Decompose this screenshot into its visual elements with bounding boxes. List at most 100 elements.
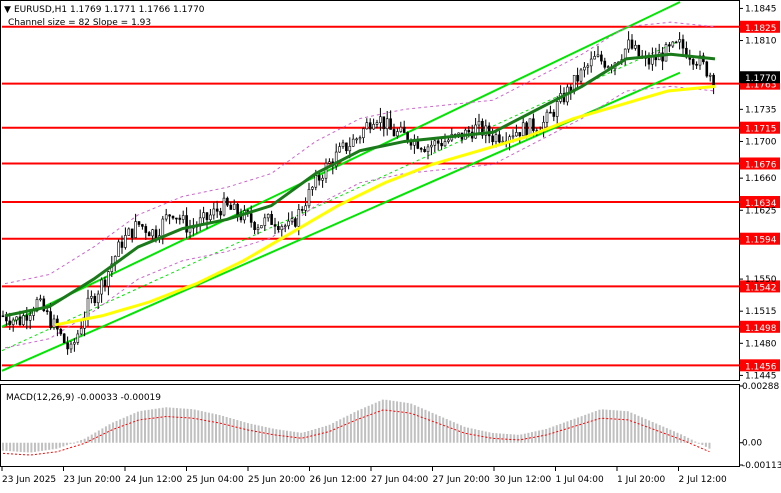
macd-bar (215, 414, 217, 443)
time-tick-label: 24 Jun 12:00 (125, 475, 182, 485)
macd-bar (80, 440, 83, 443)
macd-bar (658, 425, 661, 443)
macd-bar (26, 442, 29, 453)
bollinger-upper (4, 21, 716, 285)
candle-body (188, 227, 192, 233)
candle-body (637, 44, 641, 57)
macd-bar (94, 432, 97, 443)
candle-body (355, 138, 358, 141)
macd-bar (527, 432, 530, 443)
macd-bar (406, 402, 409, 443)
macd-bar (58, 442, 61, 448)
macd-bar (367, 405, 370, 443)
macd-bar (197, 410, 200, 443)
macd-bar (570, 420, 572, 443)
candle-body (86, 297, 90, 319)
level-label-bg (740, 157, 780, 170)
macd-bar (420, 408, 423, 443)
macd-bar (204, 411, 207, 443)
candle-body (11, 319, 15, 325)
candle-body (586, 65, 590, 68)
macd-bar (619, 410, 622, 443)
candle-body (175, 217, 178, 220)
candle-body (93, 296, 97, 304)
macd-bar (140, 410, 143, 443)
macd-bar (364, 407, 367, 443)
macd-bar (477, 429, 480, 443)
time-tick-label: 1 Jul 20:00 (617, 475, 666, 485)
macd-bar (30, 442, 33, 453)
macd-bar (530, 432, 533, 443)
candle-body (691, 59, 695, 65)
macd-bar (12, 442, 15, 452)
macd-bar (225, 416, 228, 443)
candle-body (358, 137, 362, 140)
macd-bar (314, 428, 317, 443)
candle-body (402, 126, 406, 133)
time-tick-label: 25 Jun 20:00 (248, 475, 305, 485)
candle-body (606, 66, 610, 68)
candle-body (168, 214, 171, 217)
candle-body (695, 63, 698, 66)
macd-bar (33, 442, 36, 452)
level-label: 1.1498 (745, 324, 777, 334)
macd-tick-label: -0.00113 (742, 461, 781, 471)
macd-bar (644, 418, 647, 443)
candle-body (528, 118, 532, 137)
macd-bar (495, 433, 498, 443)
price-tick-label: 1.1445 (745, 371, 777, 381)
candle-body (661, 52, 664, 62)
macd-bar (193, 409, 196, 443)
candle-body (249, 213, 253, 223)
macd-bar (442, 417, 445, 443)
macd-bar (641, 417, 643, 443)
candle-body (392, 129, 396, 137)
level-label-bg (740, 121, 780, 134)
macd-bar (523, 433, 526, 443)
candle-body (147, 232, 151, 237)
macd-bar (630, 412, 633, 443)
candle-body (25, 315, 29, 321)
candle-body (151, 229, 154, 237)
macd-bar (353, 412, 356, 443)
macd-bar (104, 426, 107, 443)
candle-body (76, 333, 80, 343)
candle-body (603, 60, 607, 68)
level-label-bg (740, 280, 780, 293)
level-label: 1.1715 (745, 125, 777, 135)
candle-body (100, 279, 103, 295)
candle-body (266, 214, 270, 219)
candle-body (545, 111, 549, 123)
candle-body (59, 328, 63, 335)
candle-body (297, 209, 301, 227)
channel-info: Channel size = 82 Slope = 1.93 (8, 18, 151, 28)
macd-bar (428, 411, 430, 443)
candle-body (15, 316, 18, 321)
macd-bar (410, 403, 413, 443)
macd-bar (633, 414, 636, 443)
macd-bar (637, 415, 640, 443)
candle-body (368, 122, 372, 130)
macd-bar (662, 426, 665, 443)
candle-body (96, 293, 100, 304)
macd-bar (300, 432, 303, 443)
macd-bar (534, 431, 537, 443)
macd-bar (435, 414, 438, 443)
candle-body (52, 318, 56, 328)
candle-body (328, 161, 331, 164)
axes: 1.1845 1.1810 1.1735 1.1700 1.1660 1.1625 1.15… (1, 4, 781, 485)
macd-bar (2, 442, 4, 451)
macd-bar (172, 407, 175, 443)
macd-bar (303, 432, 306, 443)
macd-bar (655, 423, 658, 443)
macd-bar (87, 436, 90, 443)
price-tick-label: 1.1660 (745, 174, 777, 184)
candle-body (423, 149, 426, 152)
level-label-bg (740, 232, 780, 245)
candle-body (253, 222, 256, 230)
channel-line (1, 1, 681, 328)
chart-dropdown-icon[interactable]: ▼ (4, 5, 11, 15)
macd-bar (463, 426, 466, 443)
candle-body (419, 148, 423, 150)
